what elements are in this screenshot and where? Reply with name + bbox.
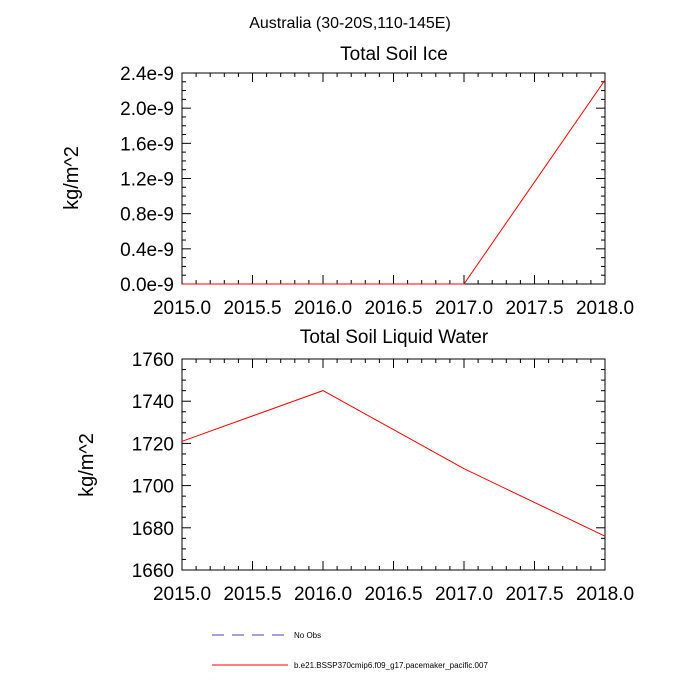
panel-title: Total Soil Liquid Water (300, 327, 489, 348)
x-tick-label: 2017.5 (505, 584, 563, 605)
legend-label-model: b.e21.BSSP370cmip6.f09_g17.pacemaker_pac… (294, 661, 488, 670)
x-tick-label: 2015.5 (223, 584, 281, 605)
series-line (182, 79, 606, 285)
legend: No Obs b.e21.BSSP370cmip6.f09_g17.pacema… (212, 631, 488, 670)
x-tick-label: 2016.0 (294, 584, 352, 605)
y-axis-label: kg/m^2 (61, 146, 83, 210)
y-tick-label: 0.0e-9 (120, 275, 174, 296)
y-tick-label: 1720 (132, 434, 174, 455)
y-tick-label: 1.2e-9 (120, 170, 174, 191)
x-tick-label: 2017.5 (505, 298, 563, 319)
x-tick-label: 2015.5 (223, 298, 281, 319)
y-tick-label: 1.6e-9 (120, 134, 174, 155)
y-axis-label: kg/m^2 (76, 433, 98, 497)
y-tick-label: 2.0e-9 (120, 99, 174, 120)
y-tick-label: 2.4e-9 (120, 64, 174, 85)
y-tick-label: 1680 (132, 519, 174, 540)
y-tick-label: 1660 (132, 561, 174, 582)
series-line (181, 390, 606, 537)
panel-title: Total Soil Ice (340, 44, 448, 65)
figure-title: Australia (30-20S,110-145E) (249, 15, 451, 32)
series-layer (181, 390, 606, 537)
legend-label-no-obs: No Obs (294, 631, 321, 640)
axis-ticks: 2015.0 2015.5 2016.0 2016.5 2017.0 2017.5 2018… (132, 350, 634, 605)
y-tick-label: 1740 (132, 392, 174, 413)
x-tick-label: 2017.0 (435, 298, 493, 319)
x-tick-label: 2016.5 (364, 584, 422, 605)
y-tick-label: 0.8e-9 (120, 205, 174, 226)
y-tick-label: 0.4e-9 (120, 240, 174, 261)
y-tick-label: 1700 (132, 477, 174, 498)
x-tick-label: 2016.5 (364, 298, 422, 319)
x-tick-label: 2016.0 (294, 298, 352, 319)
x-tick-label: 2015.0 (153, 298, 211, 319)
x-tick-label: 2018.0 (576, 298, 634, 319)
x-tick-label: 2018.0 (576, 584, 634, 605)
panel-total-soil-liquid-water: Total Soil Liquid Water kg/m^2 2015.0 201… (76, 327, 634, 605)
y-tick-label: 1760 (132, 350, 174, 371)
plot-frame (181, 358, 606, 571)
plot-frame (181, 72, 606, 285)
panel-total-soil-ice: Total Soil Ice kg/m^2 2015.0 2015.5 2016.0… (61, 44, 634, 319)
x-tick-label: 2017.0 (435, 584, 493, 605)
series-layer (182, 79, 606, 285)
x-tick-label: 2015.0 (153, 584, 211, 605)
axis-ticks: 2015.0 2015.5 2016.0 2016.5 2017.0 2017.5 2018… (120, 64, 634, 319)
